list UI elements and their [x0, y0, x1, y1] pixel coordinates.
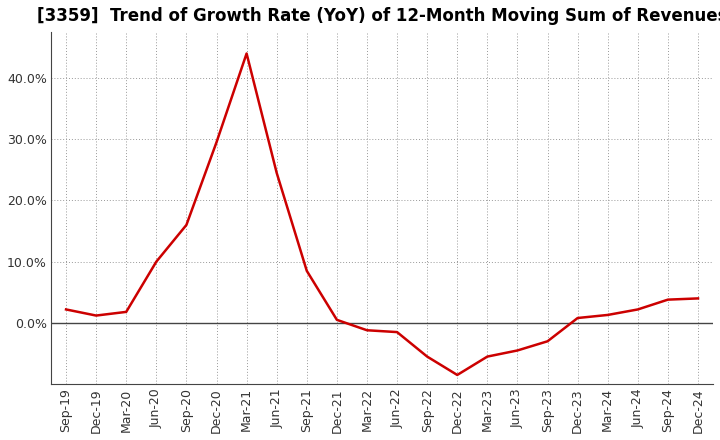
- Title: [3359]  Trend of Growth Rate (YoY) of 12-Month Moving Sum of Revenues: [3359] Trend of Growth Rate (YoY) of 12-…: [37, 7, 720, 25]
